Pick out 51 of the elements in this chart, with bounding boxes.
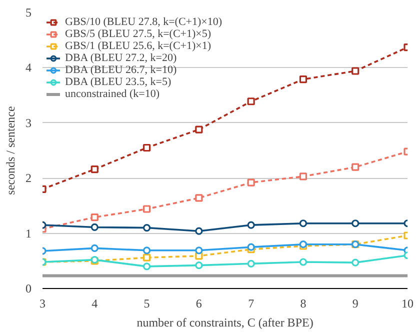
point	[142, 144, 151, 152]
point	[142, 262, 151, 270]
point	[195, 246, 203, 254]
point	[247, 243, 255, 251]
x-tick-label: 10	[402, 296, 414, 310]
point	[195, 227, 203, 235]
x-tick-label: 7	[248, 296, 254, 310]
y-axis-title: seconds / sentence	[4, 106, 18, 195]
point	[352, 258, 360, 266]
legend-label: DBA (BLEU 27.2, k=20)	[65, 52, 177, 64]
legend-label: GBS/10 (BLEU 27.8, k=(C+1)×10)	[65, 16, 222, 28]
legend-label: unconstrained (k=10)	[65, 88, 160, 100]
point	[195, 194, 203, 202]
point	[90, 223, 98, 232]
x-axis-title: number of constraints, C (after BPE)	[136, 316, 314, 330]
y-tick-label: 0	[26, 282, 32, 296]
point	[195, 126, 203, 134]
y-tick-label: 2	[26, 171, 32, 186]
legend-label: GBS/5 (BLEU 27.5, k=(C+1)×5)	[65, 28, 212, 40]
point	[299, 258, 308, 266]
point	[142, 224, 151, 232]
point	[142, 254, 151, 262]
y-tick-label: 5	[26, 6, 32, 20]
point	[195, 262, 203, 270]
y-tick-label: 1	[26, 226, 32, 240]
point	[299, 172, 308, 180]
x-tick-label: 9	[352, 296, 358, 310]
point	[352, 220, 360, 228]
legend-label: GBS/1 (BLEU 25.6, k=(C+1)×1)	[65, 40, 212, 52]
legend-label: DBA (BLEU 23.5, k=5)	[65, 76, 172, 88]
x-tick-label: 5	[144, 296, 150, 310]
point	[299, 220, 308, 228]
x-tick-label: 3	[40, 296, 46, 310]
y-tick-label: 4	[26, 60, 32, 75]
point	[352, 163, 360, 171]
point	[142, 205, 151, 213]
x-tick-label: 8	[300, 296, 306, 310]
point	[247, 178, 255, 186]
point	[142, 246, 151, 254]
point	[299, 75, 308, 84]
x-tick-label: 6	[196, 296, 202, 310]
point	[90, 165, 98, 174]
y-tick-label: 3	[26, 116, 32, 130]
point	[90, 213, 98, 222]
point	[247, 260, 255, 268]
point	[247, 221, 255, 229]
x-tick-label: 4	[92, 296, 98, 310]
legend-label: DBA (BLEU 26.7, k=10)	[65, 64, 177, 76]
point	[352, 67, 360, 75]
point	[90, 244, 98, 252]
point	[247, 98, 255, 106]
